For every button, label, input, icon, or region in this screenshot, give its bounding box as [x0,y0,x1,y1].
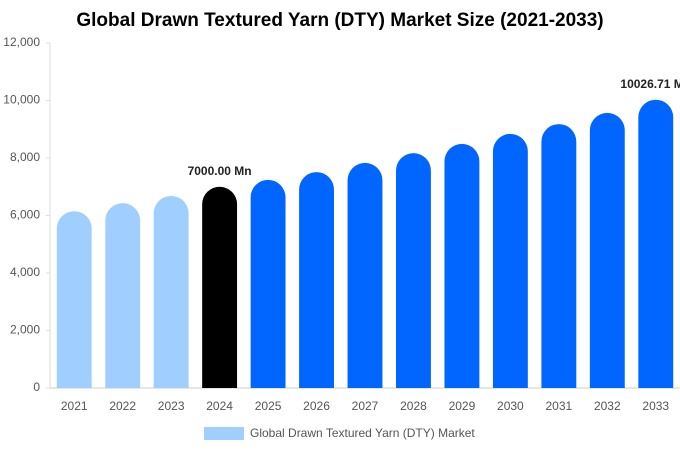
bar [56,211,92,388]
x-tick-label: 2030 [497,399,524,413]
legend-label: Global Drawn Textured Yarn (DTY) Market [250,426,475,440]
x-tick-label: 2024 [206,399,233,413]
y-tick-label: 4,000 [10,265,40,279]
bar [638,99,674,389]
y-tick-label: 2,000 [10,323,40,337]
bar [202,186,238,388]
y-tick-label: 0 [33,380,40,394]
bar [492,133,528,388]
bar [541,124,577,388]
bar [589,112,625,388]
value-label: 7000.00 Mn [188,164,252,178]
bar [250,179,286,388]
y-tick-label: 10,000 [3,93,40,107]
legend-swatch [204,427,244,440]
y-tick-label: 12,000 [3,35,40,49]
x-tick-label: 2029 [449,399,476,413]
x-tick-label: 2028 [400,399,427,413]
x-tick-label: 2022 [109,399,136,413]
x-tick-label: 2032 [594,399,621,413]
bar [105,203,141,388]
x-tick-label: 2025 [255,399,282,413]
x-tick-label: 2033 [642,399,669,413]
y-tick-label: 8,000 [10,150,40,164]
x-tick-label: 2027 [352,399,379,413]
bar [153,195,189,388]
bar [444,143,480,388]
bar [299,172,334,388]
bar [396,153,431,388]
x-tick-label: 2021 [61,399,88,413]
x-tick-label: 2023 [158,399,185,413]
x-tick-label: 2026 [303,399,330,413]
bar [347,162,383,388]
chart-title: Global Drawn Textured Yarn (DTY) Market … [76,10,603,31]
x-tick-label: 2031 [545,399,572,413]
y-tick-label: 6,000 [10,208,40,222]
value-label: 10026.71 Mn [620,77,680,91]
